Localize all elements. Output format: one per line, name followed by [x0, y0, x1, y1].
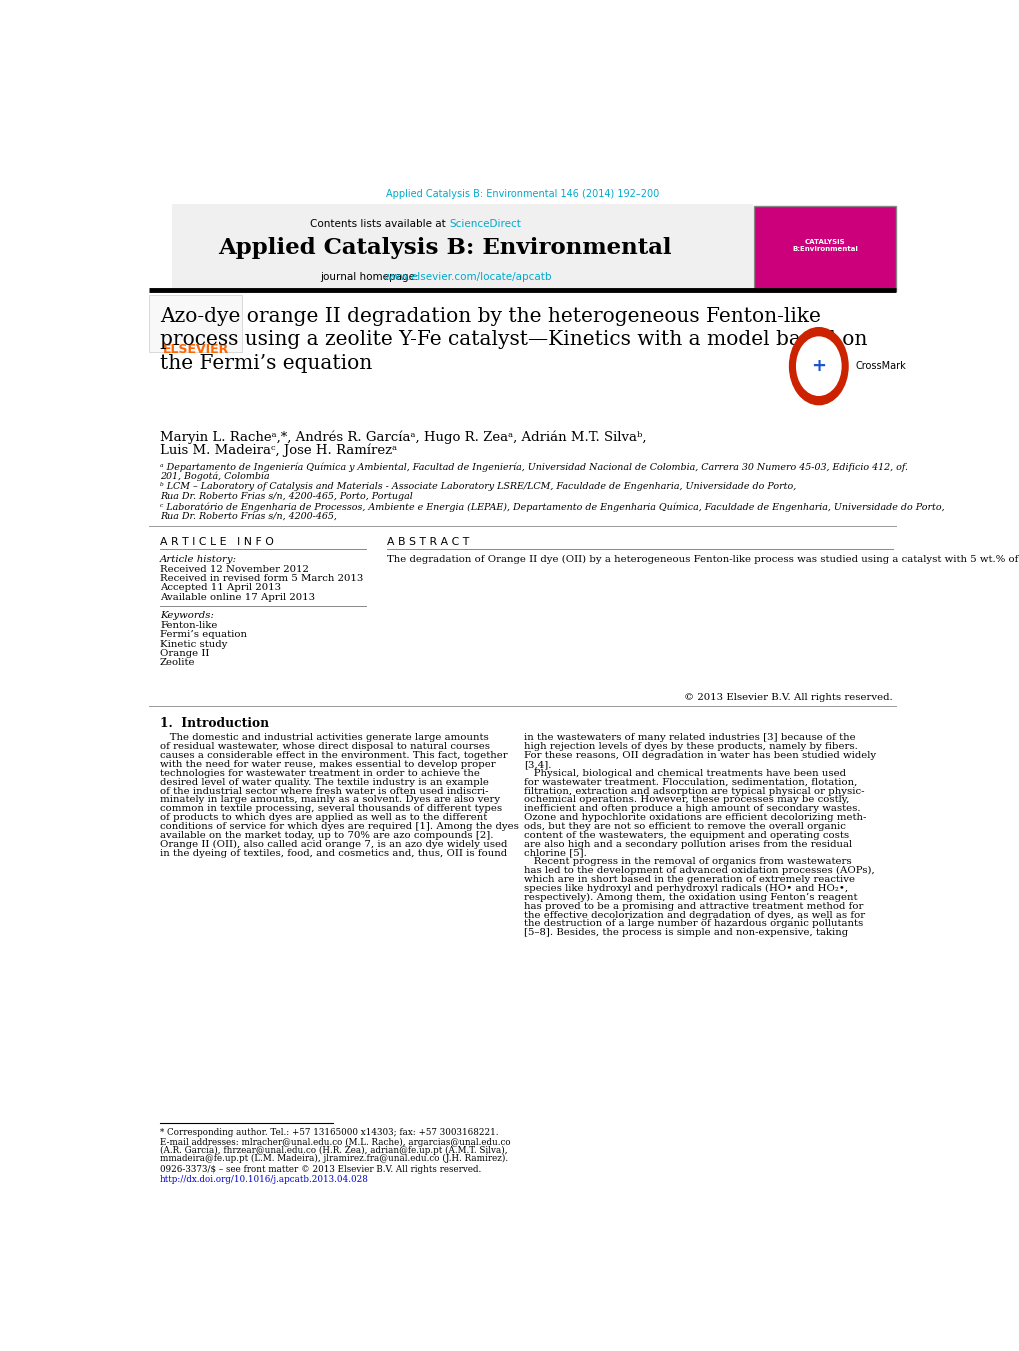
Text: journal homepage:: journal homepage: [319, 273, 421, 282]
Text: of products to which dyes are applied as well as to the different: of products to which dyes are applied as… [160, 813, 487, 823]
Text: Applied Catalysis B: Environmental 146 (2014) 192–200: Applied Catalysis B: Environmental 146 (… [386, 189, 658, 199]
Text: Available online 17 April 2013: Available online 17 April 2013 [160, 593, 315, 601]
Text: mmadeira@fe.up.pt (L.M. Madeira), jlramirez.fra@unal.edu.co (J.H. Ramírez).: mmadeira@fe.up.pt (L.M. Madeira), jlrami… [160, 1154, 507, 1163]
Text: Recent progress in the removal of organics from wastewaters: Recent progress in the removal of organi… [524, 858, 851, 866]
Bar [149, 295, 242, 353]
Text: Orange II: Orange II [160, 648, 209, 658]
Text: ScienceDirect: ScienceDirect [448, 219, 521, 230]
Text: minately in large amounts, mainly as a solvent. Dyes are also very: minately in large amounts, mainly as a s… [160, 796, 499, 804]
Text: of the industrial sector where fresh water is often used indiscri-: of the industrial sector where fresh wat… [160, 786, 488, 796]
Text: available on the market today, up to 70% are azo compounds [2].: available on the market today, up to 70%… [160, 831, 493, 840]
Text: filtration, extraction and adsorption are typical physical or physic-: filtration, extraction and adsorption ar… [524, 786, 864, 796]
Text: 0926-3373/$ – see front matter © 2013 Elsevier B.V. All rights reserved.: 0926-3373/$ – see front matter © 2013 El… [160, 1166, 481, 1174]
Text: Ozone and hypochlorite oxidations are efficient decolorizing meth-: Ozone and hypochlorite oxidations are ef… [524, 813, 866, 823]
Text: 1.  Introduction: 1. Introduction [160, 716, 269, 730]
Text: Maryin L. Racheᵃ,*, Andrés R. Garcíaᵃ, Hugo R. Zeaᵃ, Adrián M.T. Silvaᵇ,: Maryin L. Racheᵃ,*, Andrés R. Garcíaᵃ, H… [160, 430, 646, 443]
Text: Kinetic study: Kinetic study [160, 639, 227, 648]
Text: chlorine [5].: chlorine [5]. [524, 848, 587, 858]
Text: respectively). Among them, the oxidation using Fenton’s reagent: respectively). Among them, the oxidation… [524, 893, 857, 902]
Text: A R T I C L E   I N F O: A R T I C L E I N F O [160, 538, 274, 547]
Text: CATALYSIS
B:Environmental: CATALYSIS B:Environmental [792, 239, 857, 253]
Text: causes a considerable effect in the environment. This fact, together: causes a considerable effect in the envi… [160, 751, 507, 761]
Text: CrossMark: CrossMark [855, 361, 906, 372]
Text: with the need for water reuse, makes essential to develop proper: with the need for water reuse, makes ess… [160, 761, 495, 769]
Text: Rua Dr. Roberto Frias s/n, 4200-465,: Rua Dr. Roberto Frias s/n, 4200-465, [160, 512, 336, 520]
Text: desired level of water quality. The textile industry is an example: desired level of water quality. The text… [160, 778, 488, 786]
Text: Applied Catalysis B: Environmental: Applied Catalysis B: Environmental [218, 236, 672, 259]
Text: in the dyeing of textiles, food, and cosmetics and, thus, OII is found: in the dyeing of textiles, food, and cos… [160, 848, 506, 858]
Text: has proved to be a promising and attractive treatment method for: has proved to be a promising and attract… [524, 901, 863, 911]
Text: Zeolite: Zeolite [160, 658, 196, 667]
Text: Orange II (OII), also called acid orange 7, is an azo dye widely used: Orange II (OII), also called acid orange… [160, 840, 506, 848]
Bar [753, 205, 896, 292]
Text: For these reasons, OII degradation in water has been studied widely: For these reasons, OII degradation in wa… [524, 751, 875, 761]
Text: Contents lists available at: Contents lists available at [310, 219, 448, 230]
Text: Article history:: Article history: [160, 555, 236, 563]
Text: ᵃ Departamento de Ingeniería Química y Ambiental, Facultad de Ingeniería, Univer: ᵃ Departamento de Ingeniería Química y A… [160, 462, 907, 471]
Text: the destruction of a large number of hazardous organic pollutants: the destruction of a large number of haz… [524, 920, 863, 928]
Text: Received 12 November 2012: Received 12 November 2012 [160, 565, 309, 574]
Text: for wastewater treatment. Flocculation, sedimentation, flotation,: for wastewater treatment. Flocculation, … [524, 778, 857, 786]
Bar [171, 204, 752, 290]
Text: high rejection levels of dyes by these products, namely by fibers.: high rejection levels of dyes by these p… [524, 742, 857, 751]
Text: Fenton-like: Fenton-like [160, 621, 217, 630]
Circle shape [796, 336, 840, 396]
Text: +: + [810, 357, 825, 376]
Text: has led to the development of advanced oxidation processes (AOPs),: has led to the development of advanced o… [524, 866, 874, 875]
Text: 201, Bogotá, Colombia: 201, Bogotá, Colombia [160, 471, 269, 481]
Text: Luis M. Madeiraᶜ, Jose H. Ramírezᵃ: Luis M. Madeiraᶜ, Jose H. Ramírezᵃ [160, 443, 396, 457]
Text: [5–8]. Besides, the process is simple and non-expensive, taking: [5–8]. Besides, the process is simple an… [524, 928, 848, 938]
Text: ELSEVIER: ELSEVIER [162, 343, 228, 357]
Text: © 2013 Elsevier B.V. All rights reserved.: © 2013 Elsevier B.V. All rights reserved… [684, 693, 893, 703]
Text: Azo-dye orange II degradation by the heterogeneous Fenton-like
process using a z: Azo-dye orange II degradation by the het… [160, 307, 866, 373]
Text: A B S T R A C T: A B S T R A C T [387, 538, 469, 547]
Text: technologies for wastewater treatment in order to achieve the: technologies for wastewater treatment in… [160, 769, 480, 778]
Text: www.elsevier.com/locate/apcatb: www.elsevier.com/locate/apcatb [383, 273, 551, 282]
Text: inefficient and often produce a high amount of secondary wastes.: inefficient and often produce a high amo… [524, 804, 860, 813]
Text: of residual wastewater, whose direct disposal to natural courses: of residual wastewater, whose direct dis… [160, 742, 489, 751]
Text: common in textile processing, several thousands of different types: common in textile processing, several th… [160, 804, 501, 813]
Text: which are in short based in the generation of extremely reactive: which are in short based in the generati… [524, 875, 855, 884]
Text: The domestic and industrial activities generate large amounts: The domestic and industrial activities g… [160, 734, 488, 743]
Text: * Corresponding author. Tel.: +57 13165000 x14303; fax: +57 3003168221.: * Corresponding author. Tel.: +57 131650… [160, 1128, 498, 1138]
Text: Physical, biological and chemical treatments have been used: Physical, biological and chemical treatm… [524, 769, 846, 778]
Circle shape [789, 328, 847, 405]
Text: Received in revised form 5 March 2013: Received in revised form 5 March 2013 [160, 574, 363, 584]
Text: conditions of service for which dyes are required [1]. Among the dyes: conditions of service for which dyes are… [160, 821, 519, 831]
Text: ᵇ LCM – Laboratory of Catalysis and Materials - Associate Laboratory LSRE/LCM, F: ᵇ LCM – Laboratory of Catalysis and Mate… [160, 482, 796, 492]
Text: [3,4].: [3,4]. [524, 761, 551, 769]
Text: Fermi’s equation: Fermi’s equation [160, 631, 247, 639]
Text: in the wastewaters of many related industries [3] because of the: in the wastewaters of many related indus… [524, 734, 855, 743]
Text: Accepted 11 April 2013: Accepted 11 April 2013 [160, 584, 281, 592]
Text: ochemical operations. However, these processes may be costly,: ochemical operations. However, these pro… [524, 796, 849, 804]
Text: the effective decolorization and degradation of dyes, as well as for: the effective decolorization and degrada… [524, 911, 864, 920]
Text: E-mail addresses: mlracher@unal.edu.co (M.L. Rache), argarcias@unal.edu.co: E-mail addresses: mlracher@unal.edu.co (… [160, 1138, 511, 1147]
Text: content of the wastewaters, the equipment and operating costs: content of the wastewaters, the equipmen… [524, 831, 849, 840]
Text: are also high and a secondary pollution arises from the residual: are also high and a secondary pollution … [524, 840, 852, 848]
Text: http://dx.doi.org/10.1016/j.apcatb.2013.04.028: http://dx.doi.org/10.1016/j.apcatb.2013.… [160, 1174, 369, 1183]
Text: Rua Dr. Roberto Frias s/n, 4200-465, Porto, Portugal: Rua Dr. Roberto Frias s/n, 4200-465, Por… [160, 492, 413, 501]
Text: ᶜ Laboratório de Engenharia de Processos, Ambiente e Energia (LEPAE), Departamen: ᶜ Laboratório de Engenharia de Processos… [160, 503, 944, 512]
Text: (A.R. García), fhrzear@unal.edu.co (H.R. Zea), adrian@fe.up.pt (A.M.T. Silva),: (A.R. García), fhrzear@unal.edu.co (H.R.… [160, 1146, 507, 1155]
Text: ods, but they are not so efficient to remove the overall organic: ods, but they are not so efficient to re… [524, 821, 846, 831]
Text: species like hydroxyl and perhydroxyl radicals (HO• and HO₂•,: species like hydroxyl and perhydroxyl ra… [524, 884, 848, 893]
Text: Keywords:: Keywords: [160, 611, 214, 620]
Text: The degradation of Orange II dye (OII) by a heterogeneous Fenton-like process wa: The degradation of Orange II dye (OII) b… [387, 555, 1019, 563]
